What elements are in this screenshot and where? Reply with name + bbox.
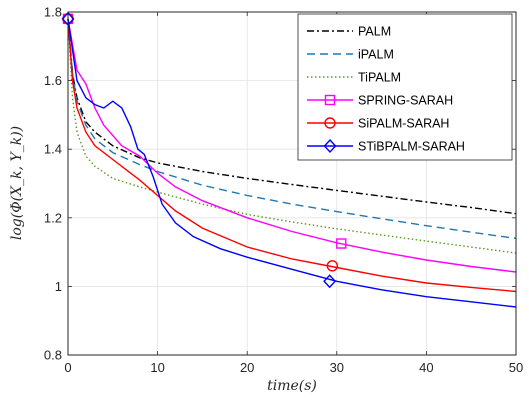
legend-label-palm: PALM <box>358 25 391 39</box>
legend: PALM iPALM TiPALM SPRING-SARAH SiPALM-SARAH S… <box>297 13 513 161</box>
legend-label-ipalm: iPALM <box>358 48 394 62</box>
legend-marker-sipalm-sarah <box>324 117 336 129</box>
series-line-tipalm <box>67 18 517 254</box>
x-tick-label: 0 <box>64 360 71 375</box>
legend-marker-stibpalm-sarah <box>323 138 337 154</box>
legend-label-tipalm: TiPALM <box>358 71 401 85</box>
x-axis-label: time(s) <box>267 378 317 394</box>
y-tick-label: 1.4 <box>44 142 62 157</box>
series-line-sipalm-sarah <box>67 18 517 293</box>
x-tick-label: 50 <box>509 360 523 375</box>
series-marker-spring-sarah <box>336 238 347 249</box>
x-tick-label: 30 <box>330 360 344 375</box>
series-marker-sipalm-sarah <box>326 260 339 272</box>
series-line-spring-sarah <box>67 18 517 273</box>
legend-box <box>297 13 513 161</box>
plot-area-frame <box>67 11 517 356</box>
series-line-palm <box>67 18 517 215</box>
series-marker-stibpalm-sarah <box>323 274 337 289</box>
y-tick-label: 1.6 <box>44 73 62 88</box>
legend-label-sipalm-sarah: SiPALM-SARAH <box>358 117 449 131</box>
tick-marks: 0 10 20 30 40 50 0.8 1 1.2 1.4 1.6 1.8 <box>44 5 523 376</box>
x-tick-label: 20 <box>240 360 254 375</box>
x-tick-label: 40 <box>419 360 433 375</box>
legend-label-stibpalm-sarah: STiBPALM-SARAH <box>358 140 465 154</box>
y-tick-label: 1 <box>55 279 62 294</box>
legend-marker-spring-sarah <box>324 94 336 106</box>
series-line-stibpalm-sarah <box>67 18 517 308</box>
y-tick-label: 1.8 <box>44 5 62 20</box>
x-tick-label: 10 <box>150 360 164 375</box>
y-tick-label: 1.2 <box>44 210 62 225</box>
series-line-ipalm <box>67 18 517 240</box>
y-axis-label: log(Φ(X_k, Y_k)) <box>9 126 25 240</box>
legend-label-spring-sarah: SPRING-SARAH <box>358 94 453 108</box>
y-tick-label: 0.8 <box>44 348 62 363</box>
